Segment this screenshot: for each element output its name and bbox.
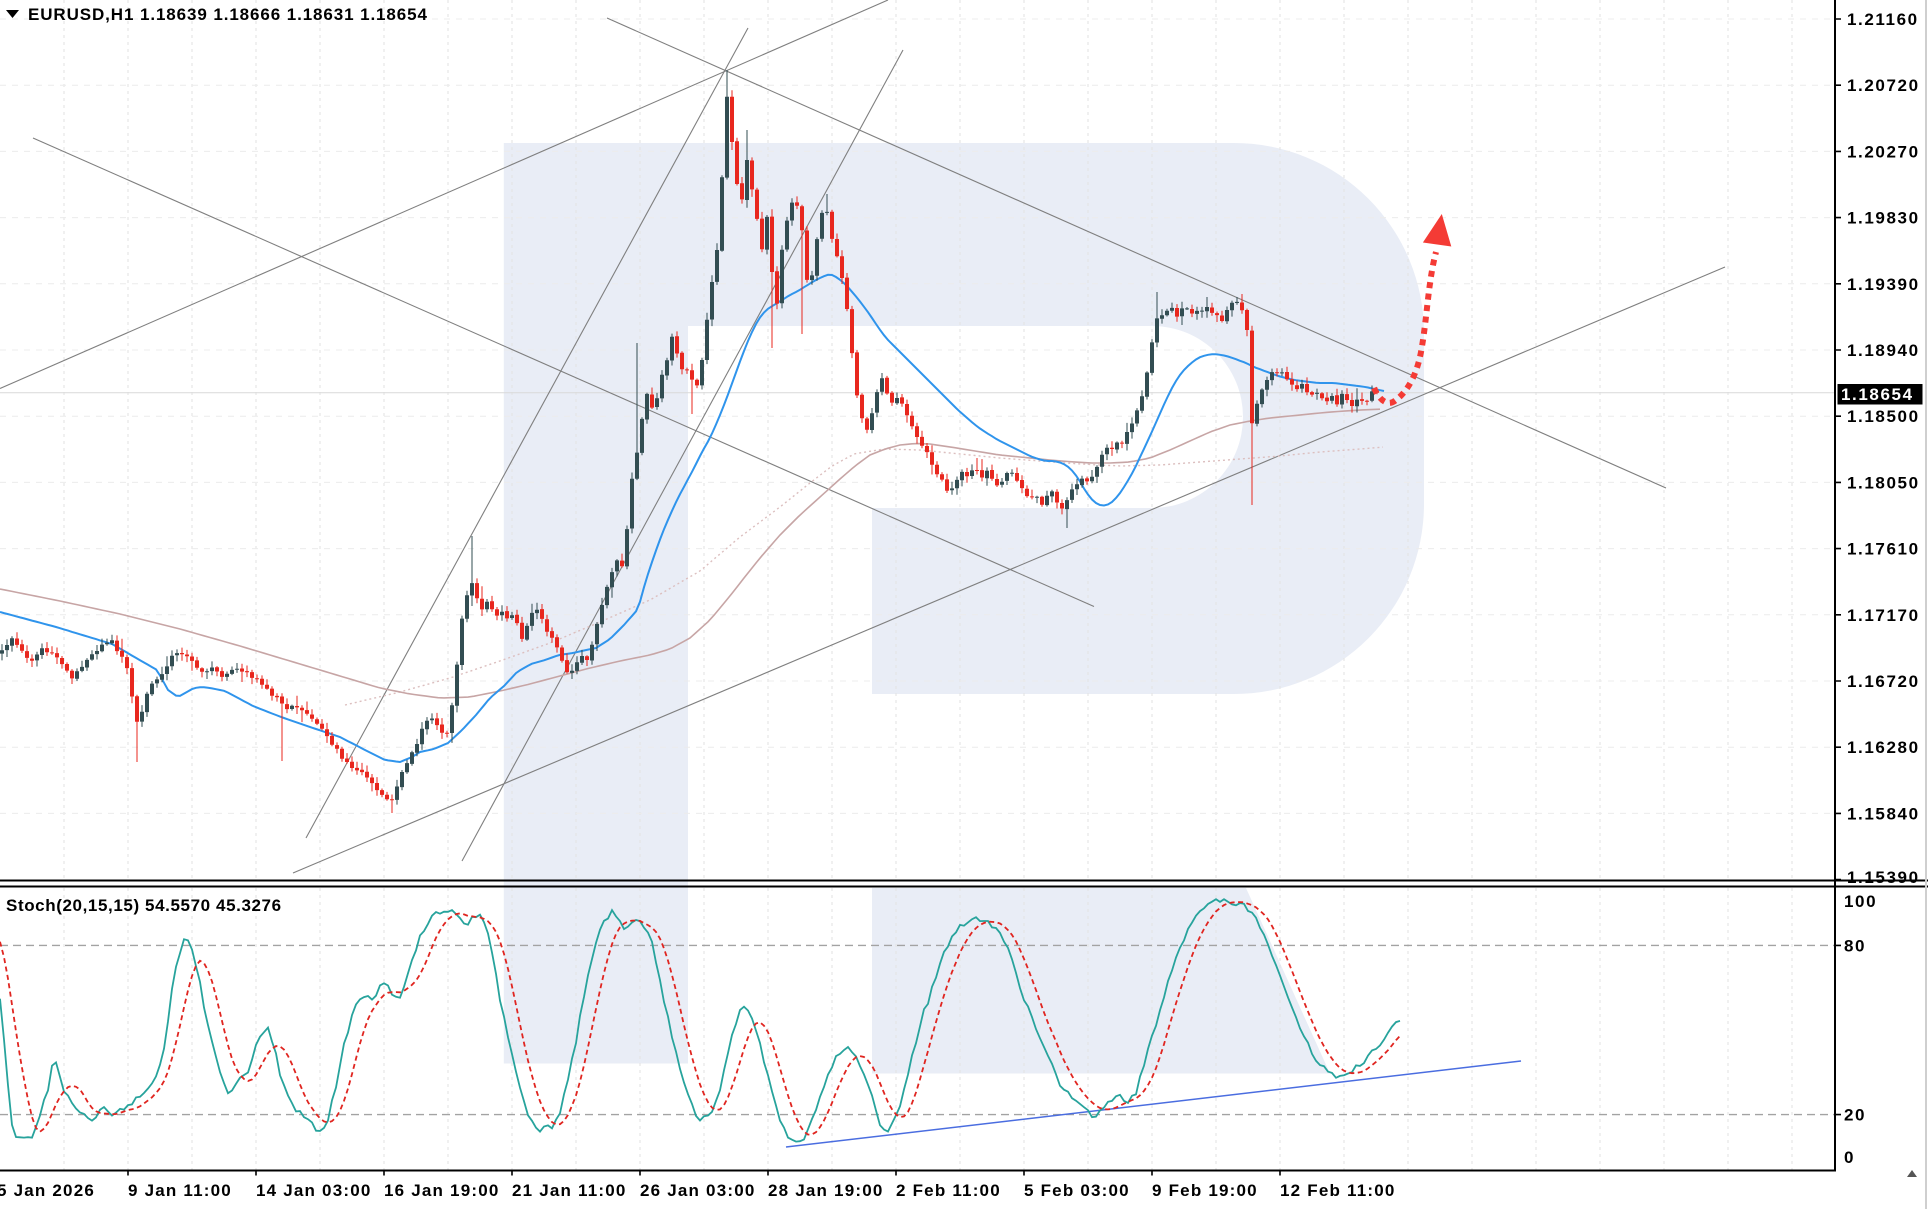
svg-text:5 Jan 2026: 5 Jan 2026: [0, 1181, 95, 1200]
svg-text:20: 20: [1844, 1106, 1866, 1125]
svg-text:28 Jan 19:00: 28 Jan 19:00: [768, 1181, 884, 1200]
svg-text:Stoch(20,15,15) 54.5570 45.327: Stoch(20,15,15) 54.5570 45.3276: [6, 896, 282, 915]
svg-text:1.19390: 1.19390: [1847, 275, 1920, 294]
svg-text:80: 80: [1844, 936, 1866, 955]
svg-text:16 Jan 19:00: 16 Jan 19:00: [384, 1181, 500, 1200]
svg-text:100: 100: [1844, 892, 1877, 911]
svg-text:26 Jan 03:00: 26 Jan 03:00: [640, 1181, 756, 1200]
svg-text:0: 0: [1844, 1148, 1855, 1167]
svg-text:21 Jan 11:00: 21 Jan 11:00: [512, 1181, 627, 1200]
svg-text:9 Jan 11:00: 9 Jan 11:00: [128, 1181, 232, 1200]
svg-text:1.16280: 1.16280: [1847, 738, 1920, 757]
svg-text:1.19830: 1.19830: [1847, 209, 1920, 228]
svg-text:1.18500: 1.18500: [1847, 407, 1920, 426]
svg-text:1.16720: 1.16720: [1847, 672, 1920, 691]
svg-text:1.20720: 1.20720: [1847, 76, 1920, 95]
svg-text:1.17170: 1.17170: [1847, 606, 1920, 625]
svg-text:1.18654: 1.18654: [1841, 385, 1914, 404]
svg-text:5 Feb 03:00: 5 Feb 03:00: [1024, 1181, 1130, 1200]
svg-text:9 Feb 19:00: 9 Feb 19:00: [1152, 1181, 1258, 1200]
svg-text:14 Jan 03:00: 14 Jan 03:00: [256, 1181, 372, 1200]
svg-text:1.18050: 1.18050: [1847, 473, 1920, 492]
svg-text:EURUSD,H1 1.18639 1.18666 1.1: EURUSD,H1 1.18639 1.18666 1.18631 1.1865…: [28, 5, 428, 24]
svg-text:12 Feb 11:00: 12 Feb 11:00: [1280, 1181, 1396, 1200]
svg-text:1.15840: 1.15840: [1847, 804, 1920, 823]
svg-text:1.17610: 1.17610: [1847, 540, 1920, 559]
svg-text:1.21160: 1.21160: [1847, 10, 1919, 29]
svg-text:1.15390: 1.15390: [1847, 868, 1920, 887]
svg-text:1.20270: 1.20270: [1847, 142, 1920, 161]
svg-text:2 Feb 11:00: 2 Feb 11:00: [896, 1181, 1001, 1200]
svg-text:1.18940: 1.18940: [1847, 341, 1920, 360]
